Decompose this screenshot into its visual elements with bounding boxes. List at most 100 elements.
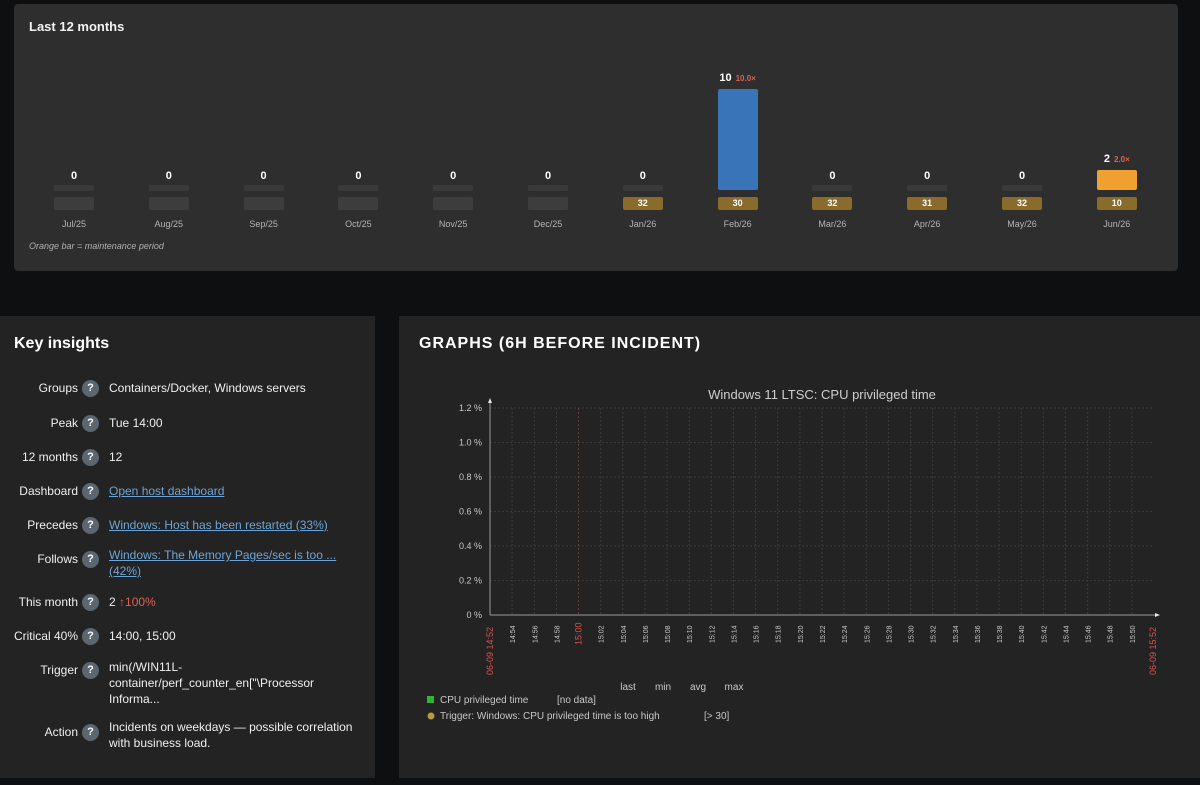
month-column[interactable]: 2 2.0× 10 Jun/26	[1070, 4, 1164, 271]
month-empty-bar	[622, 185, 663, 191]
month-column[interactable]: 0 32 Jan/26	[596, 4, 690, 271]
graphs-title: GRAPHS (6H BEFORE INCIDENT)	[419, 335, 702, 352]
insight-label: Peak	[50, 416, 78, 430]
month-count: 0	[311, 170, 405, 182]
month-column[interactable]: 0 32 May/26	[975, 4, 1069, 271]
follows-link-line2[interactable]: (42%)	[109, 564, 142, 578]
month-count-value: 0	[70, 170, 78, 182]
month-multiplier: 10.0×	[735, 74, 756, 83]
help-icon[interactable]: ?	[82, 415, 99, 432]
follows-link-line1[interactable]: Windows: The Memory Pages/sec is too ...	[109, 548, 337, 562]
month-bar[interactable]	[1096, 170, 1137, 190]
month-label: Mar/26	[818, 219, 847, 229]
host-dashboard-link[interactable]: Open host dashboard	[109, 484, 225, 498]
x-tick-label: 15:24	[842, 625, 849, 643]
y-tick-label: 0.4 %	[459, 541, 482, 551]
x-tick-label: 15:06	[643, 625, 650, 643]
help-icon[interactable]: ?	[82, 380, 99, 397]
month-empty-bar	[528, 185, 568, 191]
month-bar[interactable]	[717, 89, 758, 190]
legend-item-value: [no data]	[557, 695, 596, 706]
insight-label: Precedes	[27, 518, 78, 532]
help-icon[interactable]: ?	[82, 724, 99, 741]
x-tick-label: 15:14	[731, 625, 738, 643]
month-count-value: 0	[165, 170, 172, 182]
maintenance-hours-badge	[528, 197, 568, 210]
month-multiplier: 2.0×	[1113, 155, 1130, 164]
month-column[interactable]: 0 Sep/25	[217, 4, 311, 271]
action-text: Incidents on weekdays — possible correla…	[109, 719, 364, 751]
x-tick-label: 15:42	[1041, 625, 1048, 643]
month-empty-bar	[907, 185, 948, 191]
help-icon[interactable]: ?	[82, 483, 99, 500]
month-column[interactable]: 0 32 Mar/26	[785, 4, 879, 271]
trigger-line: Informa...	[109, 692, 160, 706]
month-count-value: 2	[1103, 153, 1110, 165]
month-count: 0	[406, 170, 500, 182]
month-label: Feb/26	[723, 219, 752, 229]
help-icon[interactable]: ?	[82, 594, 99, 611]
follows-link[interactable]: Windows: The Memory Pages/sec is too ...…	[109, 547, 364, 579]
month-label: Nov/25	[438, 219, 468, 229]
help-icon[interactable]: ?	[82, 662, 99, 679]
y-tick-label: 0.2 %	[459, 576, 482, 586]
insight-value: 12	[109, 450, 123, 464]
month-count: 10 10.0×	[691, 72, 785, 84]
month-empty-bar	[243, 185, 284, 191]
month-count: 0	[975, 170, 1069, 182]
month-column[interactable]: 0 Aug/25	[122, 4, 216, 271]
y-tick-label: 0.8 %	[459, 472, 482, 482]
month-count: 0	[880, 170, 974, 182]
month-column[interactable]: 0 Jul/25	[27, 4, 121, 271]
key-insights-panel: Key insights Groups ? Containers/Docker,…	[0, 316, 375, 778]
month-column[interactable]: 0 Nov/25	[406, 4, 500, 271]
help-icon[interactable]: ?	[82, 517, 99, 534]
x-tick-label: 15:22	[820, 625, 827, 643]
x-tick-label: 15:12	[709, 625, 716, 643]
x-start-label: 06-09 14:52	[485, 627, 495, 675]
y-tick-label: 0.6 %	[459, 507, 482, 517]
month-count-value: 0	[355, 170, 362, 182]
month-empty-bar	[812, 185, 853, 191]
x-tick-label: 15:38	[997, 625, 1004, 643]
month-label: Aug/25	[154, 219, 184, 229]
help-icon[interactable]: ?	[82, 449, 99, 466]
month-count-value: 10	[719, 72, 732, 84]
precedes-link[interactable]: Windows: Host has been restarted (33%)	[109, 518, 328, 532]
maintenance-hours-badge: 31	[907, 197, 948, 210]
legend-column-header: last	[620, 682, 636, 693]
maintenance-hours-badge: 32	[812, 197, 853, 210]
y-tick-label: 1.2 %	[459, 403, 482, 413]
legend-column-header: max	[725, 682, 744, 693]
maintenance-hours-badge	[54, 197, 94, 210]
month-count-value: 0	[544, 170, 552, 182]
insight-label: Critical 40%	[13, 629, 78, 643]
x-tick-label: 15:16	[754, 625, 761, 643]
legend-item-value: [> 30]	[704, 711, 730, 722]
help-icon[interactable]: ?	[82, 551, 99, 568]
maintenance-note: Orange bar = maintenance period	[29, 241, 164, 251]
x-tick-label: 15:20	[798, 625, 805, 643]
x-tick-label: 15:26	[864, 625, 871, 643]
month-column[interactable]: 0 Oct/25	[311, 4, 405, 271]
month-label: Oct/25	[345, 219, 372, 229]
month-count-value: 0	[924, 170, 931, 182]
x-tick-label: 15:34	[953, 625, 960, 643]
x-tick-label: 15:30	[909, 625, 916, 643]
x-tick-label: 15:40	[1019, 625, 1026, 643]
month-empty-bar	[1002, 185, 1042, 191]
x-tick-label: 15:46	[1086, 625, 1093, 643]
legend-column-header: avg	[690, 682, 706, 693]
month-column[interactable]: 10 10.0× 30 Feb/26	[691, 4, 785, 271]
month-empty-bar	[148, 185, 189, 191]
insight-label: Dashboard	[19, 484, 78, 498]
month-label: Apr/26	[913, 219, 941, 229]
month-column[interactable]: 0 31 Apr/26	[880, 4, 974, 271]
maintenance-hours-badge: 10	[1096, 197, 1137, 210]
help-icon[interactable]: ?	[82, 628, 99, 645]
trigger-line: container/perf_counter_en["\Processor	[109, 676, 315, 690]
x-axis-arrow-icon	[1155, 613, 1160, 617]
month-column[interactable]: 0 Dec/25	[501, 4, 595, 271]
insights-title: Key insights	[14, 335, 110, 352]
x-tick-label: 15:08	[665, 625, 672, 643]
